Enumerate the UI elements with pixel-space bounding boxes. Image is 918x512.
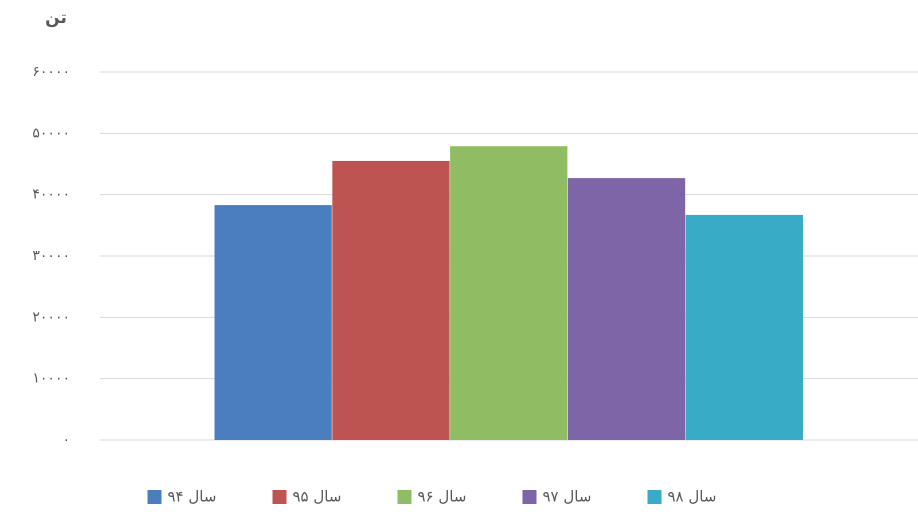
y-tick-label: ۳۰۰۰۰ [32, 248, 70, 264]
y-tick-label: ۲۰۰۰۰ [32, 309, 70, 325]
bar [567, 178, 686, 440]
legend-swatch [522, 490, 537, 504]
y-tick-label: ۰ [62, 432, 70, 448]
legend-label: سال ۹۵ [293, 488, 342, 506]
y-tick-label: ۶۰۰۰۰ [32, 64, 70, 80]
legend-swatch [272, 490, 287, 504]
legend-label: سال ۹۸ [668, 488, 717, 506]
legend-label: سال ۹۴ [168, 488, 217, 506]
bar [450, 146, 568, 441]
legend-swatch [397, 490, 412, 504]
y-tick-label: ۱۰۰۰۰ [32, 371, 70, 387]
legend-label: سال ۹۷ [543, 488, 592, 506]
bar [332, 160, 450, 440]
bar [685, 214, 803, 440]
y-tick-label: ۵۰۰۰۰ [32, 125, 70, 141]
legend-swatch [147, 490, 162, 504]
y-tick-label: ۴۰۰۰۰ [32, 187, 70, 203]
legend-swatch [647, 490, 662, 504]
bar [214, 205, 332, 440]
legend-label: سال ۹۶ [418, 488, 467, 506]
y-axis-title: تن [45, 8, 67, 28]
